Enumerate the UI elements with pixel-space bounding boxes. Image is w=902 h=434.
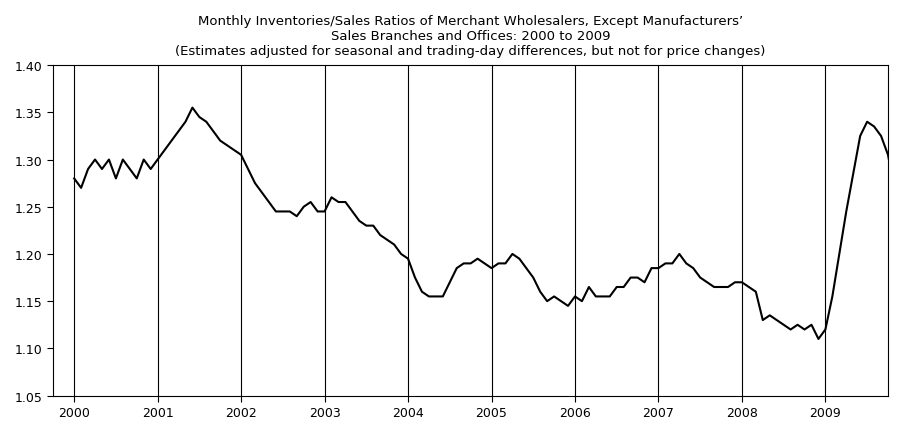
Title: Monthly Inventories/Sales Ratios of Merchant Wholesalers, Except Manufacturers’
: Monthly Inventories/Sales Ratios of Merc…: [175, 15, 765, 58]
